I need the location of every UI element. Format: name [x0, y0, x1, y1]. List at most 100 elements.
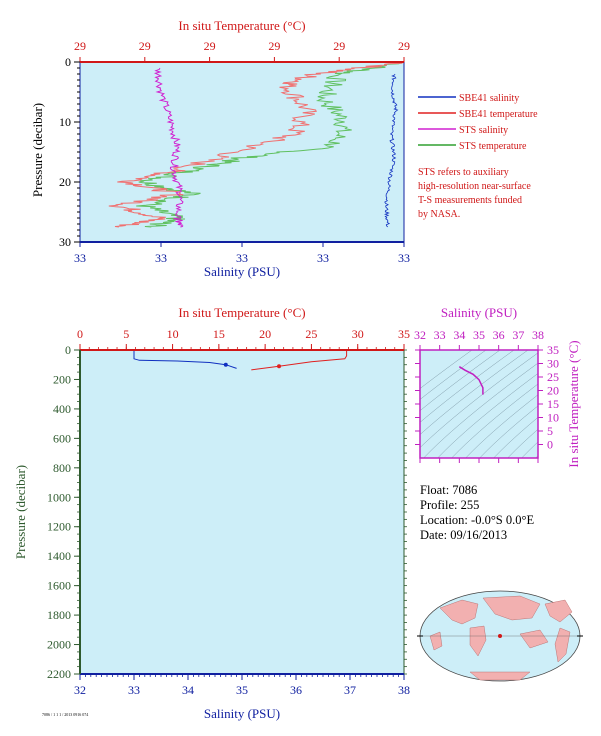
legend-note-line-2: high-resolution near-surface — [418, 181, 531, 192]
ts-temperature-tick-label: 30 — [547, 357, 559, 371]
ts-salinity-tick-label: 38 — [532, 328, 544, 342]
info-float: Float: 7086 — [420, 483, 477, 497]
ts-temperature-tick-label: 35 — [547, 343, 559, 357]
bottom-temp-tick-label: 25 — [305, 327, 317, 341]
ts-density-isoline — [493, 417, 538, 458]
bottom-salinity-marker — [223, 362, 228, 367]
legend-note-line-1: STS refers to auxiliary — [418, 167, 509, 178]
ts-salinity-tick-label: 36 — [493, 328, 505, 342]
ts-salinity-axis-title: Salinity (PSU) — [441, 305, 517, 320]
bottom-temp-tick-label: 10 — [167, 327, 179, 341]
legend-note-line-4: by NASA. — [418, 209, 460, 220]
bottom-salinity-axis-title: Salinity (PSU) — [204, 706, 280, 721]
bottom-pressure-tick-label: 2000 — [47, 638, 71, 652]
bottom-pressure-tick-label: 0 — [65, 343, 71, 357]
top-sal-tick-label: 33 — [155, 251, 167, 265]
bottom-pressure-tick-label: 600 — [53, 431, 71, 445]
bottom-sal-tick-label: 38 — [398, 683, 410, 697]
ts-density-isoline — [423, 362, 538, 458]
info-profile: Profile: 255 — [420, 498, 479, 512]
ts-density-isoline — [465, 394, 538, 458]
ts-density-isoline — [420, 350, 501, 412]
top-temp-tick-label: 29 — [204, 39, 216, 53]
top-pressure-tick-label: 0 — [65, 55, 71, 69]
bottom-pressure-tick-label: 1000 — [47, 490, 71, 504]
top-pressure-tick-label: 20 — [59, 175, 71, 189]
top-salinity-axis-title: Salinity (PSU) — [204, 264, 280, 279]
ts-temperature-tick-label: 15 — [547, 397, 559, 411]
bottom-temperature-marker — [277, 364, 282, 369]
ts-density-isoline — [420, 352, 538, 448]
bottom-pressure-tick-label: 1600 — [47, 579, 71, 593]
top-series-line-sbe41-salinity — [384, 73, 399, 228]
bottom-sal-tick-label: 32 — [74, 683, 86, 697]
legend: SBE41 salinity SBE41 temperature STS sal… — [418, 93, 538, 220]
top-sal-tick-label: 33 — [74, 251, 86, 265]
top-pressure-axis-title: Pressure (decibar) — [30, 103, 45, 197]
top-temp-tick-label: 29 — [398, 39, 410, 53]
ts-temperature-tick-label: 25 — [547, 370, 559, 384]
legend-label-sts-salinity: STS salinity — [459, 125, 508, 136]
top-temp-tick-label: 29 — [268, 39, 280, 53]
map-land — [429, 595, 573, 681]
legend-note-line-3: T-S measurements funded — [418, 195, 522, 206]
legend-label-sts-temperature: STS temperature — [459, 141, 527, 152]
top-series-line-sbe41-temperature — [108, 62, 403, 228]
bottom-sal-tick-label: 37 — [344, 683, 356, 697]
bottom-pressure-tick-label: 2200 — [47, 667, 71, 681]
top-temperature-axis-title: In situ Temperature (°C) — [178, 18, 305, 33]
ts-density-isoline — [420, 350, 529, 435]
top-temp-tick-label: 29 — [139, 39, 151, 53]
bottom-temperature-axis-title: In situ Temperature (°C) — [178, 305, 305, 320]
ts-temperature-tick-label: 5 — [547, 424, 553, 438]
top-sal-tick-label: 33 — [236, 251, 248, 265]
top-series-line-sts-salinity — [153, 67, 184, 228]
bottom-sal-tick-label: 35 — [236, 683, 248, 697]
ts-density-isoline — [588, 340, 601, 462]
bottom-pressure-tick-label: 800 — [53, 461, 71, 475]
bottom-temp-tick-label: 0 — [77, 327, 83, 341]
ts-temperature-tick-label: 0 — [547, 438, 553, 452]
ts-salinity-tick-label: 32 — [414, 328, 426, 342]
ts-salinity-tick-label: 37 — [512, 328, 524, 342]
bottom-sal-tick-label: 34 — [182, 683, 194, 697]
bottom-pressure-axis-title: Pressure (decibar) — [13, 465, 28, 559]
ts-density-isoline — [420, 350, 515, 423]
ts-salinity-tick-label: 35 — [473, 328, 485, 342]
top-temp-tick-label: 29 — [333, 39, 345, 53]
bottom-plot-area — [80, 350, 404, 674]
ts-plot-area — [420, 350, 538, 458]
top-series-line-sts-temperature — [136, 62, 401, 228]
bottom-panel: 0 5 10 15 20 25 30 35 32 33 34 35 36 37 38 0 200 400 600 80… — [13, 305, 410, 721]
ts-density-isoline — [451, 383, 538, 458]
legend-label-sbe41-salinity: SBE41 salinity — [459, 93, 519, 104]
bottom-pressure-tick-label: 1400 — [47, 549, 71, 563]
ts-profile-line — [458, 366, 484, 395]
top-temp-tick-label: 29 — [74, 39, 86, 53]
top-sal-tick-label: 33 — [398, 251, 410, 265]
ts-temperature-tick-label: 20 — [547, 384, 559, 398]
map-float-location-marker — [498, 634, 502, 638]
info-date: Date: 09/16/2013 — [420, 528, 507, 542]
ts-temperature-tick-label: 10 — [547, 411, 559, 425]
top-pressure-tick-label: 10 — [59, 115, 71, 129]
ts-density-isoline — [420, 350, 473, 389]
ts-density-isoline — [521, 441, 538, 458]
ts-salinity-tick-label: 33 — [434, 328, 446, 342]
ts-density-isoline — [420, 350, 487, 400]
bottom-pressure-tick-label: 400 — [53, 402, 71, 416]
bottom-sal-tick-label: 36 — [290, 683, 302, 697]
top-pressure-tick-label: 30 — [59, 235, 71, 249]
top-panel: 29 29 29 29 29 29 33 33 33 33 33 0 10 20 30 In situ Te… — [30, 18, 410, 279]
top-plot-area — [80, 62, 404, 242]
bottom-temp-tick-label: 15 — [213, 327, 225, 341]
ts-density-isoline — [479, 405, 538, 458]
bottom-temp-tick-label: 30 — [352, 327, 364, 341]
bottom-temperature-line — [251, 350, 348, 371]
bottom-sal-tick-label: 33 — [128, 683, 140, 697]
bottom-pressure-tick-label: 200 — [53, 372, 71, 386]
ts-salinity-tick-label: 34 — [453, 328, 465, 342]
ts-density-isoline — [437, 373, 538, 458]
